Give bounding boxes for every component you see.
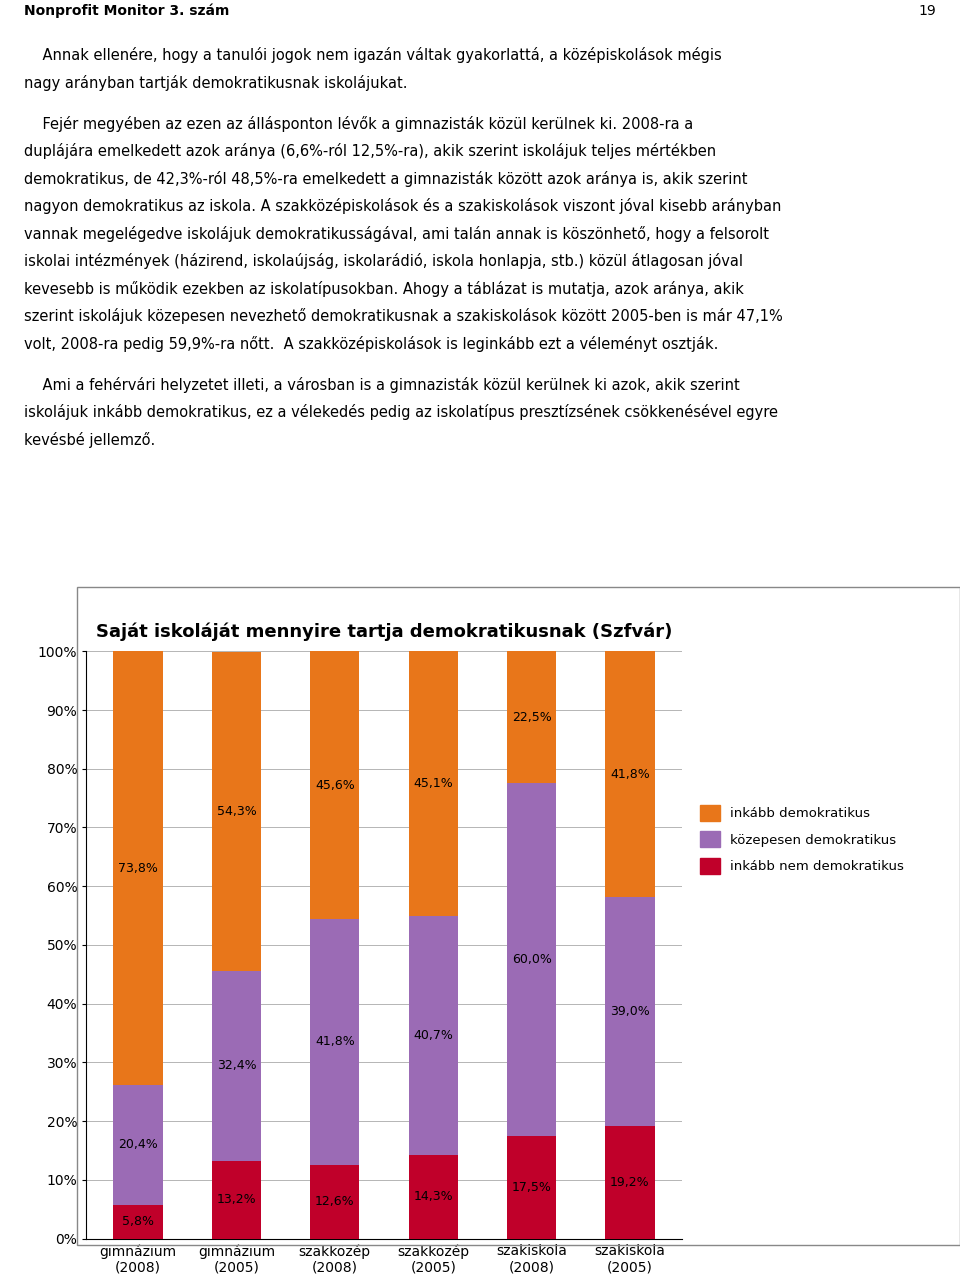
Bar xyxy=(507,651,556,783)
Title: Saját iskoláját mennyire tartja demokratikusnak (Szfvár): Saját iskoláját mennyire tartja demokrat… xyxy=(96,623,672,641)
Text: 19,2%: 19,2% xyxy=(611,1176,650,1189)
Text: duplájára emelkedett azok aránya (6,6%-ról 12,5%-ra), akik szerint iskolájuk tel: duplájára emelkedett azok aránya (6,6%-r… xyxy=(24,143,716,160)
Text: 17,5%: 17,5% xyxy=(512,1181,551,1194)
Text: 20,4%: 20,4% xyxy=(118,1138,158,1151)
Text: 12,6%: 12,6% xyxy=(315,1195,354,1208)
Bar xyxy=(113,1084,162,1204)
Bar xyxy=(113,651,162,1084)
Bar xyxy=(113,1204,162,1239)
Text: 5,8%: 5,8% xyxy=(122,1216,154,1228)
Bar xyxy=(507,1137,556,1239)
Bar xyxy=(606,1126,655,1239)
Bar xyxy=(606,896,655,1126)
Text: 39,0%: 39,0% xyxy=(610,1005,650,1018)
Text: 54,3%: 54,3% xyxy=(217,805,256,817)
Text: 13,2%: 13,2% xyxy=(217,1194,256,1207)
Bar xyxy=(212,651,261,971)
Text: 14,3%: 14,3% xyxy=(414,1190,453,1203)
Text: Annak ellenére, hogy a tanulói jogok nem igazán váltak gyakorlattá, a középiskol: Annak ellenére, hogy a tanulói jogok nem… xyxy=(24,47,722,64)
Bar xyxy=(606,651,655,896)
Text: nagy arányban tartják demokratikusnak iskolájukat.: nagy arányban tartják demokratikusnak is… xyxy=(24,74,407,91)
Text: 45,1%: 45,1% xyxy=(414,776,453,789)
Bar xyxy=(409,651,458,916)
Bar xyxy=(409,916,458,1154)
Text: vannak megelégedve iskolájuk demokratikusságával, ami talán annak is köszönhető,: vannak megelégedve iskolájuk demokratiku… xyxy=(24,226,769,241)
Text: 73,8%: 73,8% xyxy=(118,862,158,875)
Bar xyxy=(409,1154,458,1239)
Text: Ami a fehérvári helyzetet illeti, a városban is a gimnazisták közül kerülnek ki : Ami a fehérvári helyzetet illeti, a váro… xyxy=(24,377,740,393)
Text: 41,8%: 41,8% xyxy=(610,767,650,780)
Bar xyxy=(212,971,261,1161)
Text: 32,4%: 32,4% xyxy=(217,1060,256,1073)
Text: iskolai intézmények (házirend, iskolaújság, iskolarádió, iskola honlapja, stb.) : iskolai intézmények (házirend, iskolaújs… xyxy=(24,253,743,269)
Text: demokratikus, de 42,3%-ról 48,5%-ra emelkedett a gimnazisták között azok aránya : demokratikus, de 42,3%-ról 48,5%-ra emel… xyxy=(24,171,748,186)
Text: volt, 2008-ra pedig 59,9%-ra nőtt.  A szakközépiskolások is leginkább ezt a véle: volt, 2008-ra pedig 59,9%-ra nőtt. A sza… xyxy=(24,336,718,351)
Text: iskolájuk inkább demokratikus, ez a vélekedés pedig az iskolatípus presztízsének: iskolájuk inkább demokratikus, ez a véle… xyxy=(24,404,778,420)
Text: 19: 19 xyxy=(919,4,936,18)
Text: Nonprofit Monitor 3. szám: Nonprofit Monitor 3. szám xyxy=(24,4,229,18)
Text: kevesebb is működik ezekben az iskolatípusokban. Ahogy a táblázat is mutatja, az: kevesebb is működik ezekben az iskolatíp… xyxy=(24,281,744,296)
Text: 40,7%: 40,7% xyxy=(413,1029,453,1042)
Text: 41,8%: 41,8% xyxy=(315,1036,354,1048)
Bar xyxy=(310,919,359,1165)
Text: Fejér megyében az ezen az állásponton lévők a gimnazisták közül kerülnek ki. 200: Fejér megyében az ezen az állásponton lé… xyxy=(24,116,693,132)
Bar xyxy=(310,1165,359,1239)
Text: 22,5%: 22,5% xyxy=(512,711,551,724)
Text: kevésbé jellemző.: kevésbé jellemző. xyxy=(24,432,156,448)
Text: szerint iskolájuk közepesen nevezhető demokratikusnak a szakiskolások között 200: szerint iskolájuk közepesen nevezhető de… xyxy=(24,308,782,324)
Bar xyxy=(507,783,556,1137)
Text: nagyon demokratikus az iskola. A szakközépiskolások és a szakiskolások viszont j: nagyon demokratikus az iskola. A szakköz… xyxy=(24,198,781,215)
Text: 45,6%: 45,6% xyxy=(315,779,354,792)
Text: 60,0%: 60,0% xyxy=(512,953,551,967)
Bar xyxy=(212,1161,261,1239)
Legend: inkább demokratikus, közepesen demokratikus, inkább nem demokratikus: inkább demokratikus, közepesen demokrati… xyxy=(700,805,904,875)
Bar xyxy=(310,651,359,919)
